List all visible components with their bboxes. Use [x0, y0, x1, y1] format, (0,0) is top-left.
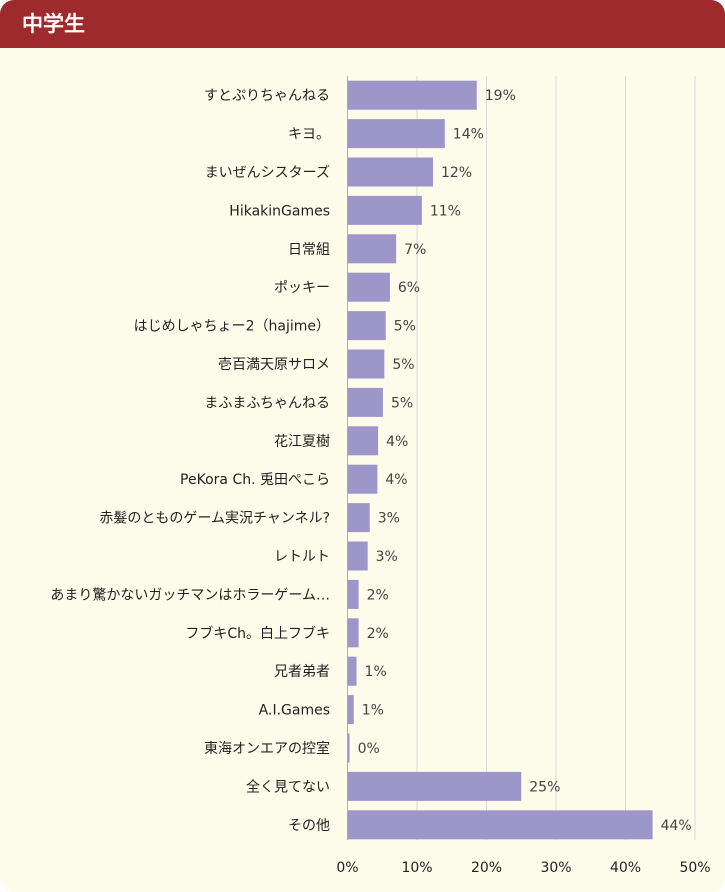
x-tick-label: 30% — [540, 860, 571, 876]
category-label: レトルト — [274, 549, 330, 565]
category-label: 花江夏樹 — [274, 434, 330, 450]
category-label: あまり驚かないガッチマンはホラーゲーム… — [50, 586, 330, 603]
data-label: 5% — [391, 395, 413, 411]
data-label: 25% — [529, 779, 560, 795]
data-label: 1% — [365, 664, 387, 680]
category-label: 兄者弟者 — [274, 664, 330, 680]
data-label: 1% — [362, 703, 384, 719]
bar — [347, 541, 368, 571]
category-label: A.I.Games — [259, 703, 330, 719]
bar — [347, 579, 359, 609]
bar — [347, 272, 390, 302]
x-tick-label: 40% — [610, 860, 641, 876]
bar — [347, 656, 357, 686]
bar — [347, 426, 379, 456]
data-label: 3% — [378, 511, 400, 527]
category-label: PeKora Ch. 兎田ぺこら — [180, 472, 330, 488]
bar — [347, 119, 445, 149]
data-label: 4% — [386, 434, 408, 450]
category-label: すとぷりちゃんねる — [204, 88, 330, 104]
category-label: はじめしゃちょー2（hajime） — [134, 319, 330, 335]
bar — [347, 80, 477, 110]
data-label: 12% — [441, 165, 472, 181]
chart-header: 中学生 — [0, 0, 725, 48]
bar — [347, 195, 422, 225]
bar — [347, 503, 370, 533]
category-label: まいぜんシスターズ — [205, 165, 330, 181]
data-label: 4% — [385, 472, 407, 488]
bar — [347, 810, 653, 840]
category-label: 日常組 — [288, 242, 330, 258]
data-label: 11% — [430, 203, 461, 219]
x-tick-label: 10% — [401, 860, 432, 876]
category-label: まふまふちゃんねる — [204, 395, 330, 411]
data-label: 44% — [661, 818, 692, 834]
bar — [347, 349, 385, 379]
category-label: 東海オンエアの控室 — [204, 740, 330, 757]
bar — [347, 387, 383, 417]
category-label: フブキCh。白上フブキ — [185, 625, 330, 642]
category-label: その他 — [288, 818, 330, 834]
bar — [347, 771, 522, 801]
category-label: 壱百満天原サロメ — [218, 356, 330, 373]
bar — [347, 695, 354, 725]
x-tick-label: 20% — [471, 860, 502, 876]
data-label: 6% — [398, 280, 420, 296]
chart-header-title: 中学生 — [22, 12, 85, 36]
bar — [347, 618, 359, 648]
data-label: 14% — [453, 127, 484, 143]
data-label: 5% — [392, 357, 414, 373]
category-label: 全く見てない — [246, 778, 330, 795]
data-label: 2% — [367, 626, 389, 642]
data-label: 3% — [376, 549, 398, 565]
category-label: 赤髮のとものゲーム実況チャンネル? — [99, 511, 330, 527]
category-label: ポッキー — [274, 280, 330, 296]
data-label: 2% — [367, 587, 389, 603]
x-tick-label: 50% — [679, 860, 710, 876]
bar — [347, 234, 397, 264]
category-label: キヨ。 — [288, 127, 330, 143]
data-label: 7% — [404, 242, 426, 258]
data-label: 5% — [394, 319, 416, 335]
x-tick-label: 0% — [336, 860, 358, 876]
bar — [347, 464, 378, 494]
bar — [347, 733, 350, 763]
bar — [347, 311, 386, 341]
bar — [347, 157, 433, 187]
data-label: 0% — [358, 741, 380, 757]
category-label: HikakinGames — [229, 203, 330, 219]
data-label: 19% — [485, 88, 516, 104]
